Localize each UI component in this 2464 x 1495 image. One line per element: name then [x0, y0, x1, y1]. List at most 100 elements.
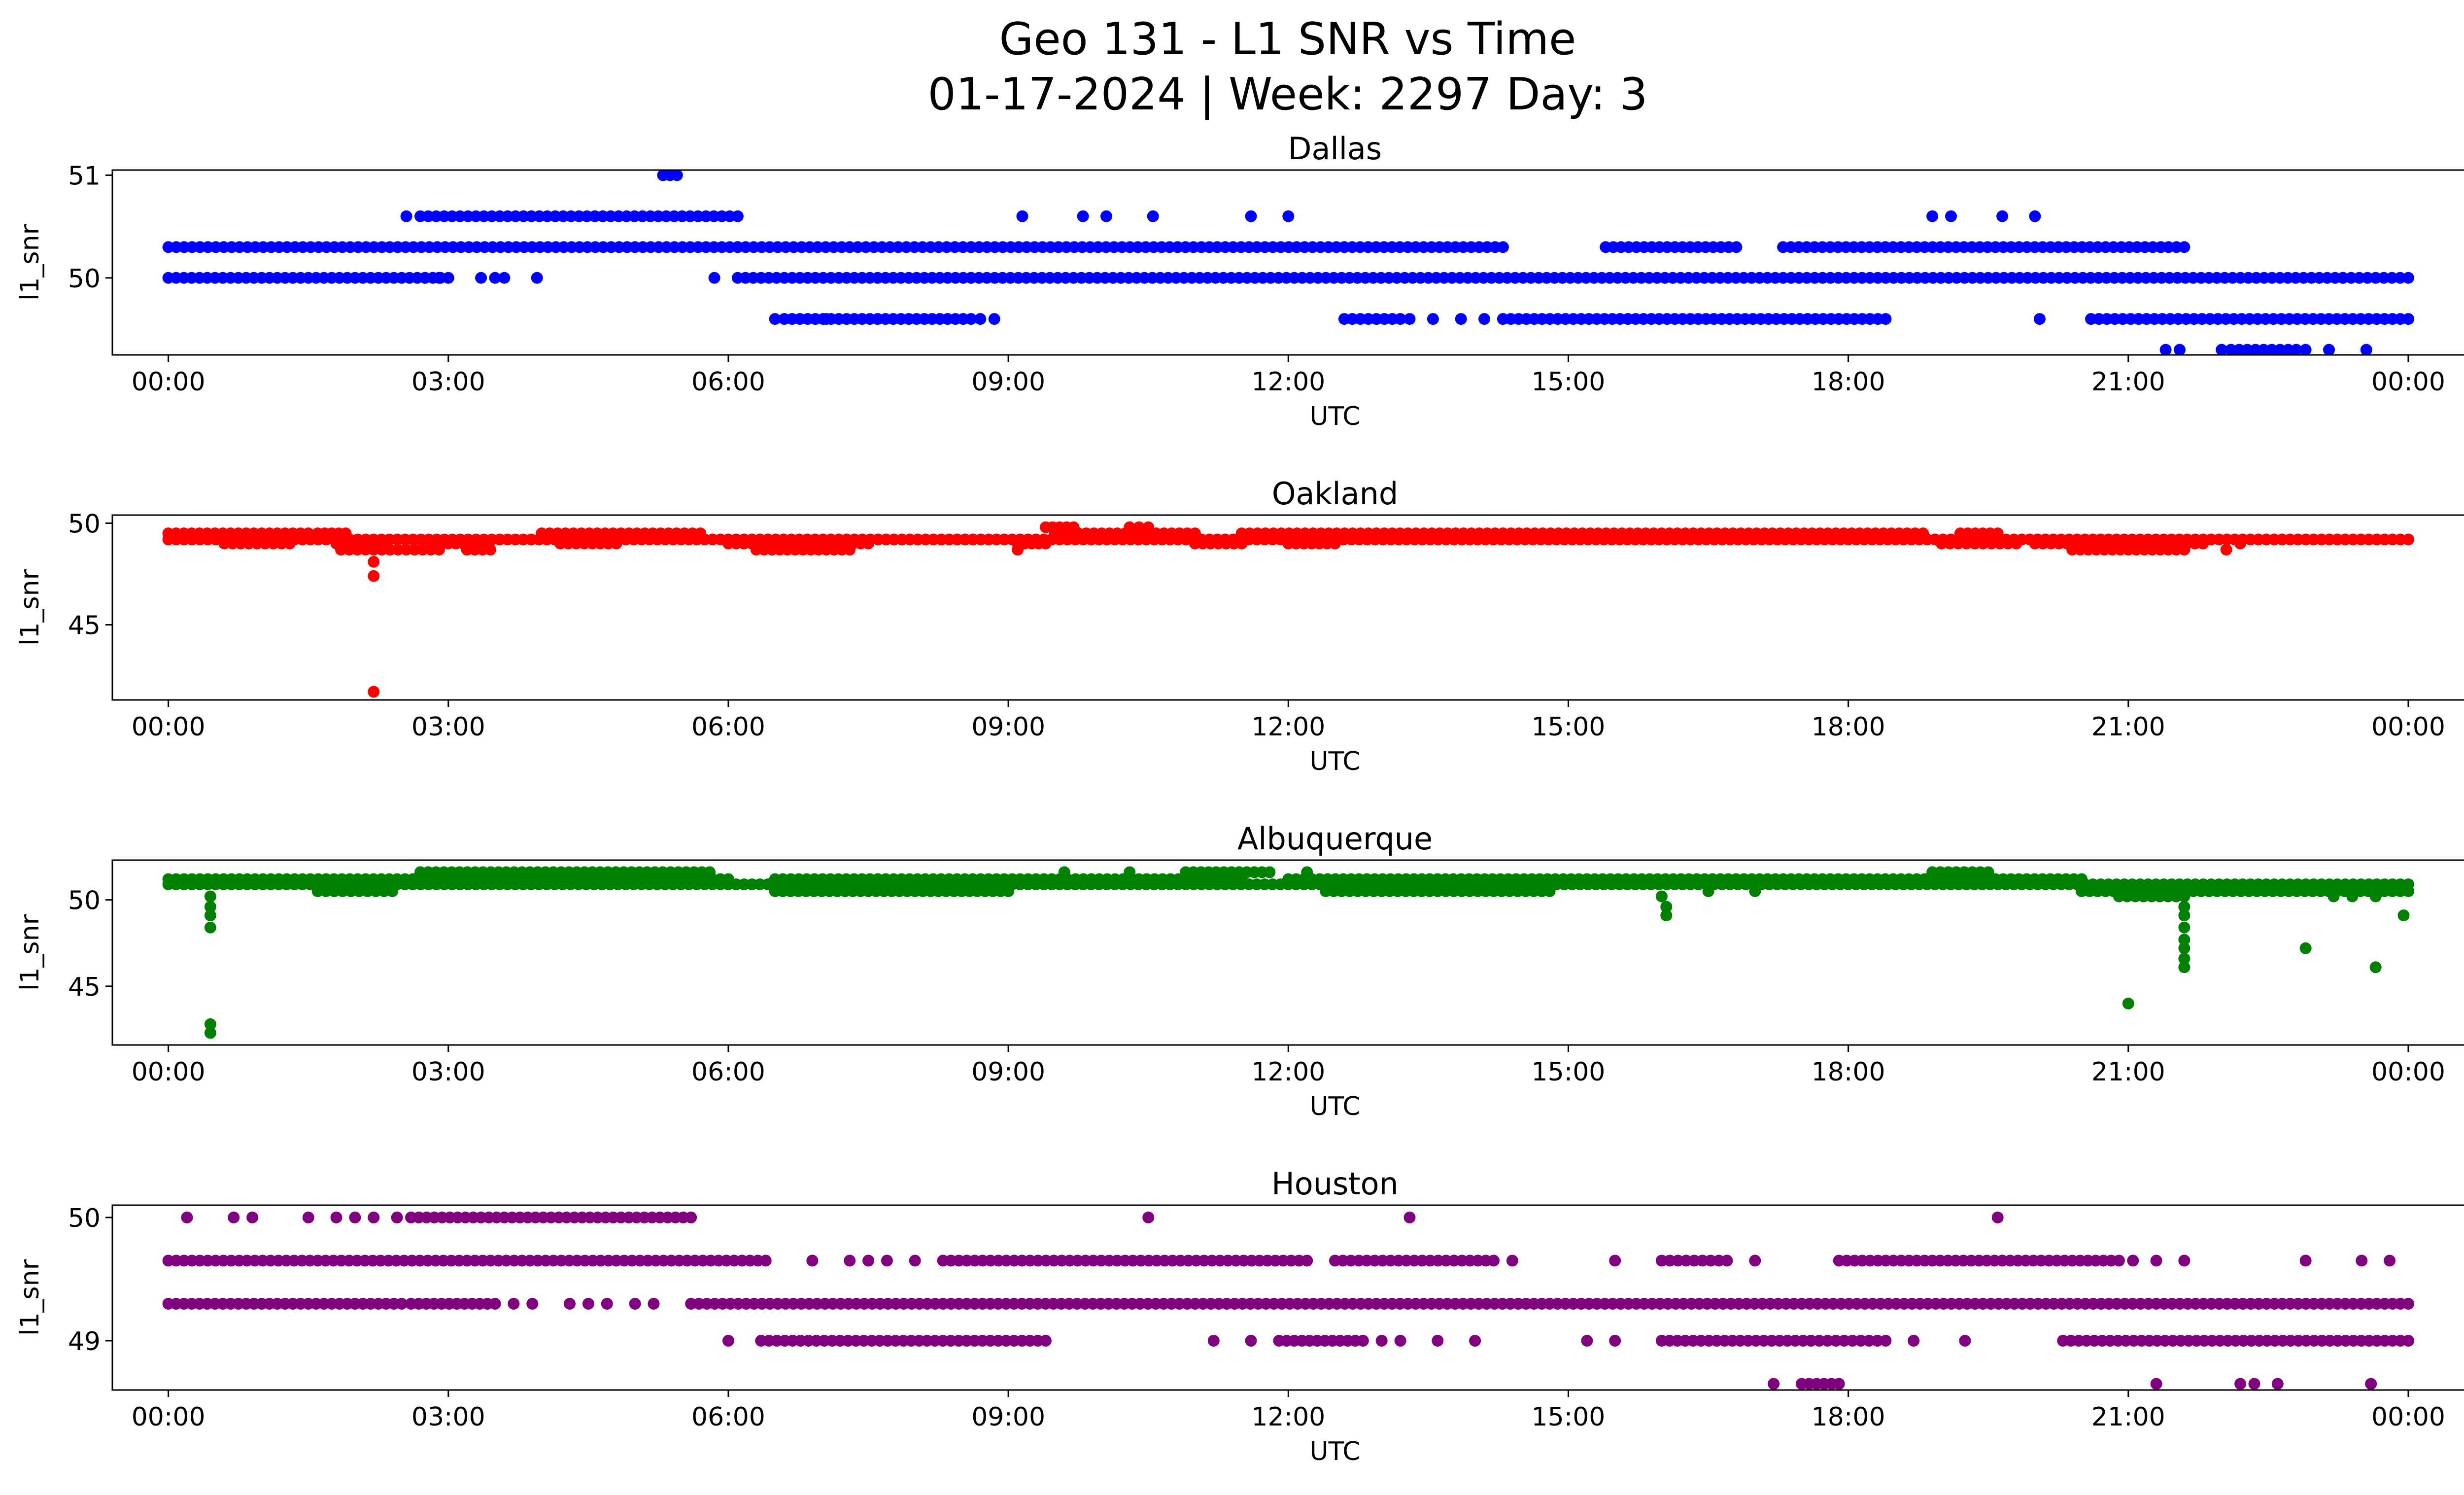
- panel-title: Houston: [1271, 1166, 1399, 1202]
- data-point: [475, 272, 487, 284]
- data-point: [1016, 210, 1028, 222]
- data-point: [2220, 544, 2232, 556]
- data-point: [868, 241, 880, 253]
- data-point: [1655, 1254, 1668, 1267]
- data-point: [671, 170, 683, 181]
- data-point: [1880, 1335, 1892, 1347]
- data-point: [1985, 537, 1997, 550]
- y-tick-label: 50: [68, 886, 101, 916]
- x-tick-label: 09:00: [971, 1402, 1045, 1432]
- data-point: [368, 556, 380, 568]
- panel-title: Oakland: [1272, 476, 1399, 512]
- data-point: [1124, 521, 1136, 533]
- x-tick-label: 03:00: [411, 1402, 485, 1432]
- data-point: [1696, 1254, 1709, 1267]
- data-point: [204, 1027, 216, 1039]
- data-point: [2234, 537, 2247, 550]
- data-points: [162, 1212, 2414, 1390]
- data-point: [2178, 961, 2190, 973]
- data-point: [1100, 210, 1112, 222]
- y-axis-label: l1_snr: [15, 224, 45, 301]
- data-point: [349, 1212, 361, 1223]
- data-point: [283, 537, 296, 550]
- data-point: [531, 272, 543, 284]
- data-point: [275, 537, 288, 550]
- data-point: [246, 1212, 259, 1223]
- data-point: [251, 537, 263, 550]
- data-point: [343, 544, 355, 556]
- y-axis-label: l1_snr: [15, 914, 45, 991]
- data-point: [2345, 272, 2357, 284]
- data-point: [1880, 313, 1892, 325]
- data-point: [1749, 885, 1761, 898]
- data-point: [2155, 241, 2167, 253]
- data-point: [1688, 1254, 1701, 1267]
- data-point: [204, 901, 216, 913]
- data-point: [2178, 942, 2190, 954]
- data-point: [1982, 866, 1994, 878]
- data-point: [806, 1254, 819, 1267]
- data-point: [1002, 885, 1015, 898]
- data-point: [1926, 210, 1939, 222]
- y-axis-label: l1_snr: [15, 1259, 45, 1336]
- data-point: [1142, 1212, 1155, 1223]
- data-point: [1944, 537, 1956, 550]
- x-tick-label: 00:00: [2371, 367, 2445, 397]
- y-tick-label: 50: [68, 509, 101, 539]
- data-point: [328, 885, 341, 898]
- data-point: [2170, 890, 2182, 903]
- data-point: [1680, 1254, 1692, 1267]
- y-tick-label: 50: [68, 264, 101, 294]
- x-tick-label: 03:00: [411, 1057, 485, 1087]
- data-point: [949, 241, 961, 253]
- data-point: [1749, 1254, 1761, 1267]
- data-point: [243, 537, 255, 550]
- x-tick-label: 00:00: [2371, 1402, 2445, 1432]
- x-tick-label: 21:00: [2091, 712, 2165, 742]
- data-point: [1039, 537, 1052, 550]
- data-point: [1207, 1335, 1220, 1347]
- data-point: [1655, 890, 1668, 903]
- data-point: [1329, 537, 1341, 550]
- x-tick-label: 15:00: [1532, 712, 1606, 742]
- data-point: [916, 241, 928, 253]
- data-point: [378, 885, 390, 898]
- data-point: [376, 544, 388, 556]
- data-point: [2178, 241, 2190, 253]
- data-point: [351, 544, 364, 556]
- data-point: [1469, 1335, 1481, 1347]
- data-point: [2178, 901, 2190, 913]
- x-tick-label: 00:00: [2371, 1057, 2445, 1087]
- data-point: [924, 241, 937, 253]
- data-point: [876, 241, 888, 253]
- plot-frame: [111, 1204, 2464, 1391]
- data-point: [629, 1298, 641, 1310]
- x-tick-label: 00:00: [2371, 712, 2445, 742]
- x-tick-label: 06:00: [691, 1057, 765, 1087]
- data-point: [353, 885, 365, 898]
- data-point: [852, 241, 864, 253]
- data-point: [1301, 866, 1313, 878]
- data-point: [2378, 272, 2390, 284]
- data-point: [2002, 537, 2014, 550]
- data-point: [1854, 1335, 1867, 1347]
- data-point: [1264, 866, 1276, 878]
- data-point: [2299, 1254, 2312, 1267]
- data-point: [433, 544, 445, 556]
- figure-title-line1: Geo 131 - L1 SNR vs Time: [999, 13, 1576, 65]
- data-point: [957, 241, 969, 253]
- data-point: [2178, 890, 2190, 903]
- data-point: [860, 241, 872, 253]
- data-point: [416, 544, 429, 556]
- data-point: [400, 544, 412, 556]
- data-points: [162, 170, 2414, 355]
- data-point: [204, 1018, 216, 1030]
- data-point: [2323, 344, 2335, 355]
- panel-title: Dallas: [1288, 131, 1382, 167]
- data-point: [228, 1212, 240, 1223]
- data-point: [1672, 1254, 1684, 1267]
- x-axis-label: UTC: [1309, 1092, 1360, 1121]
- data-point: [235, 537, 247, 550]
- data-point: [1039, 1335, 1052, 1347]
